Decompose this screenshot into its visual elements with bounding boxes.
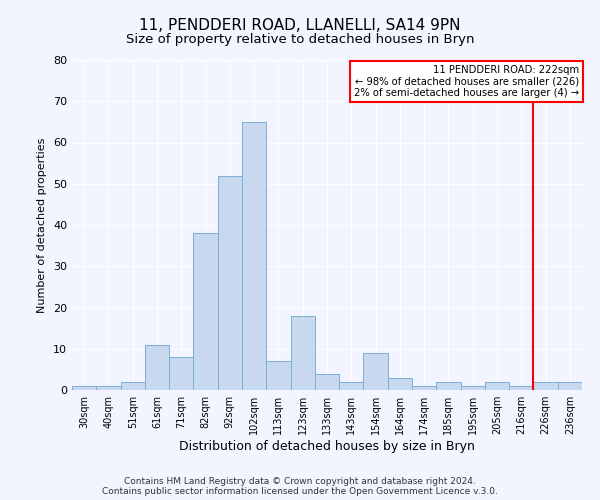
X-axis label: Distribution of detached houses by size in Bryn: Distribution of detached houses by size … (179, 440, 475, 453)
Bar (461, 386, 485, 390)
Bar (558, 382, 582, 390)
Text: Size of property relative to detached houses in Bryn: Size of property relative to detached ho… (126, 32, 474, 46)
Bar (485, 382, 509, 390)
Bar (96, 386, 121, 390)
Bar (509, 386, 533, 390)
Bar (266, 361, 290, 390)
Bar (315, 374, 339, 390)
Text: Contains HM Land Registry data © Crown copyright and database right 2024.
Contai: Contains HM Land Registry data © Crown c… (102, 476, 498, 496)
Bar (364, 353, 388, 390)
Bar (169, 357, 193, 390)
Bar (533, 382, 558, 390)
Bar (412, 386, 436, 390)
Bar (145, 344, 169, 390)
Bar (72, 386, 96, 390)
Bar (388, 378, 412, 390)
Bar (218, 176, 242, 390)
Y-axis label: Number of detached properties: Number of detached properties (37, 138, 47, 312)
Bar (242, 122, 266, 390)
Text: 11 PENDDERI ROAD: 222sqm
← 98% of detached houses are smaller (226)
2% of semi-d: 11 PENDDERI ROAD: 222sqm ← 98% of detach… (355, 65, 580, 98)
Text: 11, PENDDERI ROAD, LLANELLI, SA14 9PN: 11, PENDDERI ROAD, LLANELLI, SA14 9PN (139, 18, 461, 32)
Bar (121, 382, 145, 390)
Bar (290, 316, 315, 390)
Bar (193, 233, 218, 390)
Bar (339, 382, 364, 390)
Bar (436, 382, 461, 390)
